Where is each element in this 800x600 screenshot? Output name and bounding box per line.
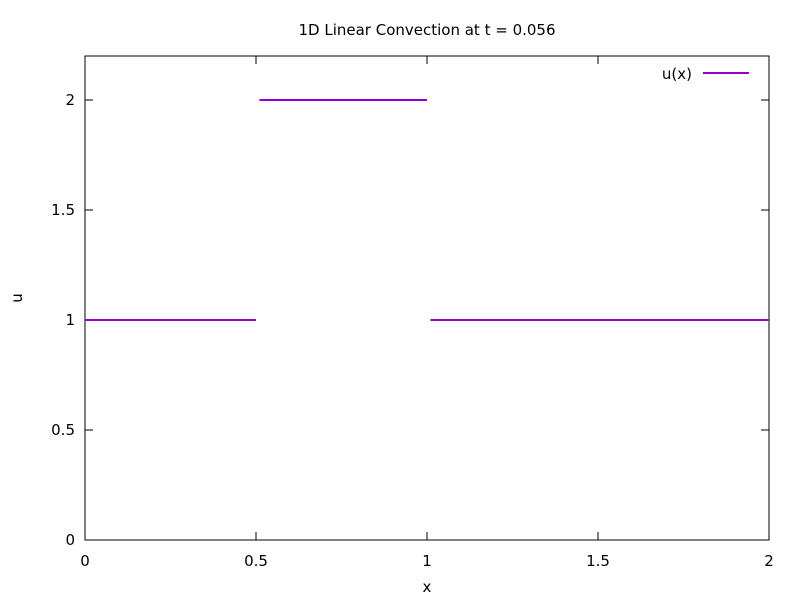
y-axis-label: u xyxy=(8,293,26,303)
y-tick-label: 0.5 xyxy=(51,421,75,439)
x-tick-label: 0 xyxy=(80,552,90,570)
x-axis-label: x xyxy=(423,578,432,596)
x-tick-label: 2 xyxy=(764,552,774,570)
x-axis: 0 0.5 1 1.5 2 xyxy=(80,56,774,570)
y-tick-label: 2 xyxy=(65,91,75,109)
legend: u(x) xyxy=(662,65,749,83)
x-tick-label: 0.5 xyxy=(244,552,268,570)
x-tick-label: 1 xyxy=(422,552,432,570)
plot-area: 0 0.5 1 1.5 2 0 0.5 1 1.5 2 xyxy=(51,55,774,570)
x-tick-label: 1.5 xyxy=(586,552,610,570)
chart-title: 1D Linear Convection at t = 0.056 xyxy=(298,21,555,39)
legend-label: u(x) xyxy=(662,65,692,83)
y-tick-label: 1.5 xyxy=(51,201,75,219)
y-tick-label: 1 xyxy=(65,311,75,329)
series-layer xyxy=(85,99,769,321)
y-tick-label: 0 xyxy=(65,531,75,549)
